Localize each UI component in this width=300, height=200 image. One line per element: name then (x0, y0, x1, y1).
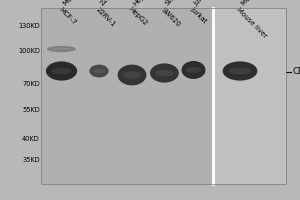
Text: HepG2: HepG2 (132, 0, 153, 7)
Text: Jurkat: Jurkat (189, 6, 208, 25)
Text: SW620: SW620 (160, 6, 182, 28)
Text: 130KD: 130KD (18, 23, 40, 29)
Ellipse shape (150, 63, 179, 83)
Text: Jurkat: Jurkat (194, 0, 212, 7)
Text: SW620: SW620 (164, 0, 186, 7)
Bar (215, 8, 286, 184)
Ellipse shape (47, 46, 76, 52)
Text: 40KD: 40KD (22, 136, 40, 142)
Text: 22RV-1: 22RV-1 (99, 0, 121, 7)
Ellipse shape (155, 70, 174, 76)
Ellipse shape (123, 71, 141, 79)
Text: Mouse liver: Mouse liver (240, 0, 273, 7)
Ellipse shape (223, 61, 257, 81)
Ellipse shape (182, 61, 206, 79)
Bar (41, 8, 213, 184)
Text: MCF-7: MCF-7 (57, 6, 77, 26)
Ellipse shape (93, 69, 105, 73)
Text: MCF-7: MCF-7 (61, 0, 81, 7)
Bar (41, 8, 286, 184)
Ellipse shape (186, 67, 201, 73)
Text: 100KD: 100KD (18, 48, 40, 54)
Text: 55KD: 55KD (22, 107, 40, 113)
Ellipse shape (89, 65, 109, 77)
Ellipse shape (46, 61, 77, 81)
Text: Mouse liver: Mouse liver (236, 6, 268, 39)
Ellipse shape (51, 68, 72, 74)
Ellipse shape (118, 65, 146, 85)
Text: 22RV-1: 22RV-1 (95, 6, 116, 28)
Ellipse shape (229, 68, 251, 74)
Text: CBX4: CBX4 (292, 68, 300, 76)
Ellipse shape (52, 48, 71, 50)
Text: 35KD: 35KD (22, 157, 40, 163)
Text: HepG2: HepG2 (128, 6, 149, 27)
Text: 70KD: 70KD (22, 81, 40, 87)
